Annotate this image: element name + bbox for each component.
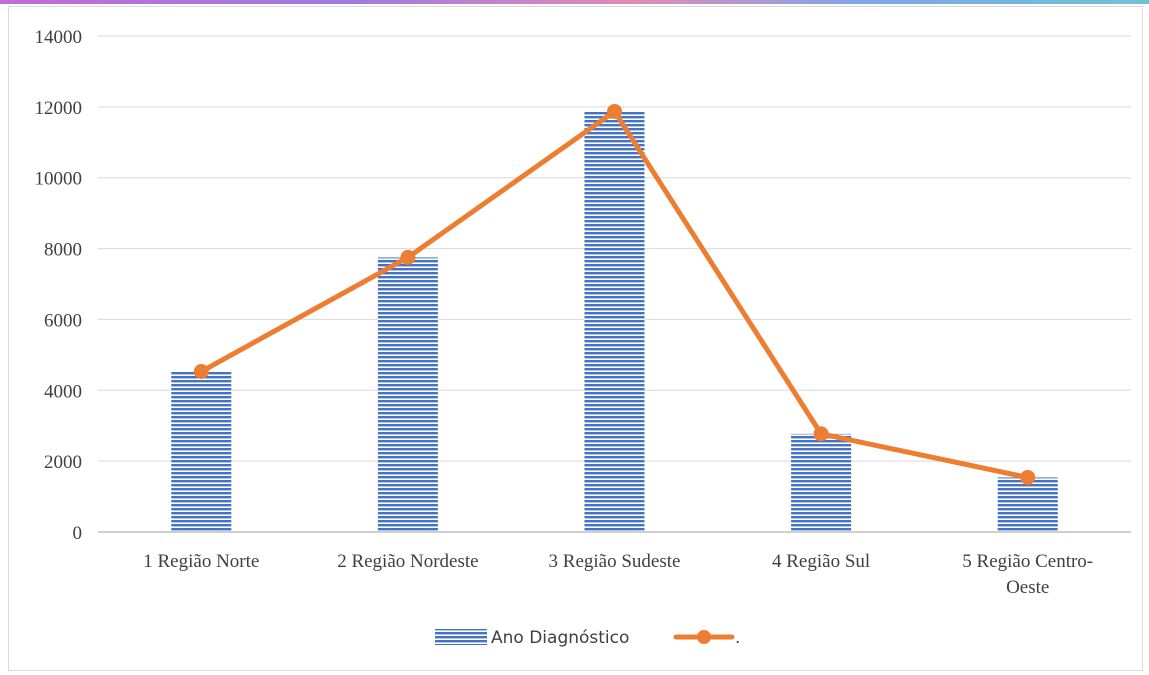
- chart-frame: [8, 6, 1143, 671]
- x-tick-label: 5 Região Centro-: [962, 551, 1093, 572]
- axes: 0 2000 4000 6000 8000 10000 12000 14000 1 Região…: [35, 27, 1131, 598]
- bar: [377, 257, 438, 532]
- y-tick-label: 6000: [44, 310, 82, 331]
- line-marker: [400, 249, 416, 265]
- legend-label-bar: Ano Diagnóstico: [491, 628, 629, 648]
- line-marker: [1020, 469, 1036, 485]
- y-tick-label: 2000: [44, 452, 82, 473]
- line-series: [193, 103, 1036, 485]
- legend-bar-swatch: [435, 629, 487, 645]
- legend-label-line: .: [735, 628, 740, 648]
- legend-line-marker: [697, 630, 711, 644]
- y-tick-label: 10000: [35, 169, 83, 190]
- line-marker: [607, 103, 622, 119]
- y-tick-label: 8000: [44, 240, 82, 261]
- bar-series: [171, 111, 1058, 532]
- x-tick-label: 3 Região Sudeste: [549, 551, 681, 572]
- y-tick-label: 12000: [35, 98, 83, 119]
- bar: [791, 433, 852, 532]
- y-tick-label: 0: [73, 523, 83, 544]
- x-tick-label: 4 Região Sul: [772, 551, 870, 572]
- bar: [997, 477, 1058, 532]
- line-marker: [813, 426, 829, 442]
- y-tick-label: 14000: [35, 27, 83, 48]
- bar: [171, 371, 232, 532]
- bar: [584, 111, 645, 532]
- x-tick-label: 2 Região Nordeste: [337, 551, 478, 572]
- x-tick-label: 1 Região Norte: [143, 551, 259, 572]
- y-tick-label: 4000: [44, 381, 82, 402]
- window-top-accent-strip: [0, 0, 1149, 4]
- x-tick-label: Oeste: [1006, 577, 1049, 598]
- legend: Ano Diagnóstico.: [435, 628, 740, 648]
- line-marker: [193, 364, 209, 380]
